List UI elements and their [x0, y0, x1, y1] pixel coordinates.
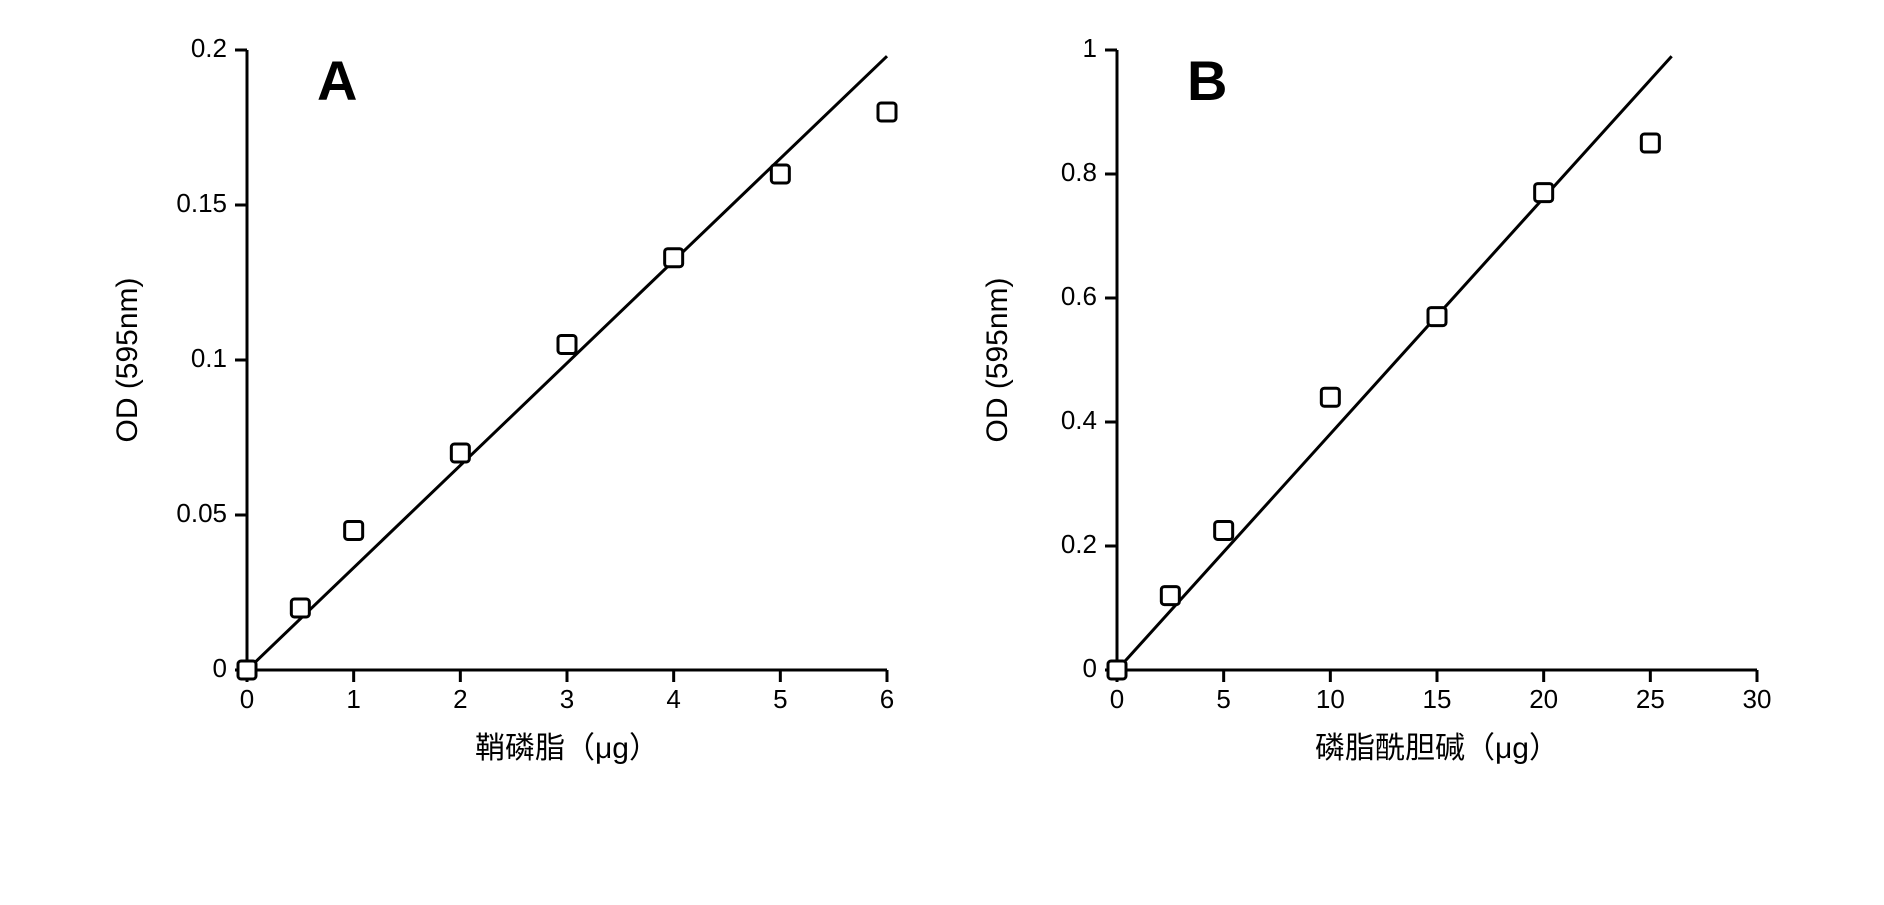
data-point [665, 249, 683, 267]
y-tick-label: 0.8 [1061, 157, 1097, 187]
y-axis-label: OD (595nm) [111, 277, 144, 442]
x-tick-label: 10 [1316, 684, 1345, 714]
y-tick-label: 0 [1083, 653, 1097, 683]
x-tick-label: 25 [1636, 684, 1665, 714]
x-tick-label: 2 [453, 684, 467, 714]
y-tick-label: 0.1 [191, 343, 227, 373]
x-tick-label: 6 [880, 684, 894, 714]
data-point [1108, 661, 1126, 679]
panel-label: A [317, 49, 357, 112]
x-tick-label: 0 [240, 684, 254, 714]
x-tick-label: 4 [666, 684, 680, 714]
x-axis-label: 磷脂酰胆碱（μg） [1315, 732, 1559, 765]
fit-line [1117, 56, 1672, 670]
y-tick-label: 0.05 [176, 498, 227, 528]
y-tick-label: 0 [213, 653, 227, 683]
x-tick-label: 5 [773, 684, 787, 714]
x-tick-label: 1 [346, 684, 360, 714]
data-point [451, 444, 469, 462]
data-point [1641, 134, 1659, 152]
data-point [771, 165, 789, 183]
x-tick-label: 5 [1216, 684, 1230, 714]
y-tick-label: 0.4 [1061, 405, 1097, 435]
data-point [1321, 388, 1339, 406]
x-tick-label: 30 [1743, 684, 1772, 714]
data-point [1428, 308, 1446, 326]
x-tick-label: 0 [1110, 684, 1124, 714]
y-tick-label: 1 [1083, 33, 1097, 63]
chart-a-wrapper: 0 0.05 0.1 0.15 0.2 0 1 2 3 4 5 6 OD (595nm) 鞘磷脂（μg） A [87, 20, 927, 800]
chart-a-svg: 0 0.05 0.1 0.15 0.2 0 1 2 3 4 5 6 OD (595nm) 鞘磷脂（μg） A [87, 20, 927, 800]
data-point [1215, 522, 1233, 540]
y-tick-label: 0.2 [1061, 529, 1097, 559]
data-point [238, 661, 256, 679]
y-axis-label: OD (595nm) [981, 277, 1014, 442]
chart-b-wrapper: 00.20.40.60.81051015202530OD (595nm)磷脂酰胆… [967, 20, 1797, 800]
data-point [1161, 587, 1179, 605]
y-tick-label: 0.2 [191, 33, 227, 63]
panel-label: B [1187, 49, 1227, 112]
x-tick-label: 15 [1423, 684, 1452, 714]
data-point [878, 103, 896, 121]
x-tick-label: 3 [560, 684, 574, 714]
data-point [1535, 184, 1553, 202]
data-point [291, 599, 309, 617]
charts-container: 0 0.05 0.1 0.15 0.2 0 1 2 3 4 5 6 OD (595nm) 鞘磷脂（μg） A… [20, 20, 1864, 800]
fit-line [247, 56, 887, 670]
y-tick-label: 0.15 [176, 188, 227, 218]
x-axis-label: 鞘磷脂（μg） [475, 732, 659, 765]
y-tick-label: 0.6 [1061, 281, 1097, 311]
chart-b-svg: 00.20.40.60.81051015202530OD (595nm)磷脂酰胆… [967, 20, 1797, 800]
data-point [558, 336, 576, 354]
x-tick-label: 20 [1529, 684, 1558, 714]
data-point [345, 522, 363, 540]
